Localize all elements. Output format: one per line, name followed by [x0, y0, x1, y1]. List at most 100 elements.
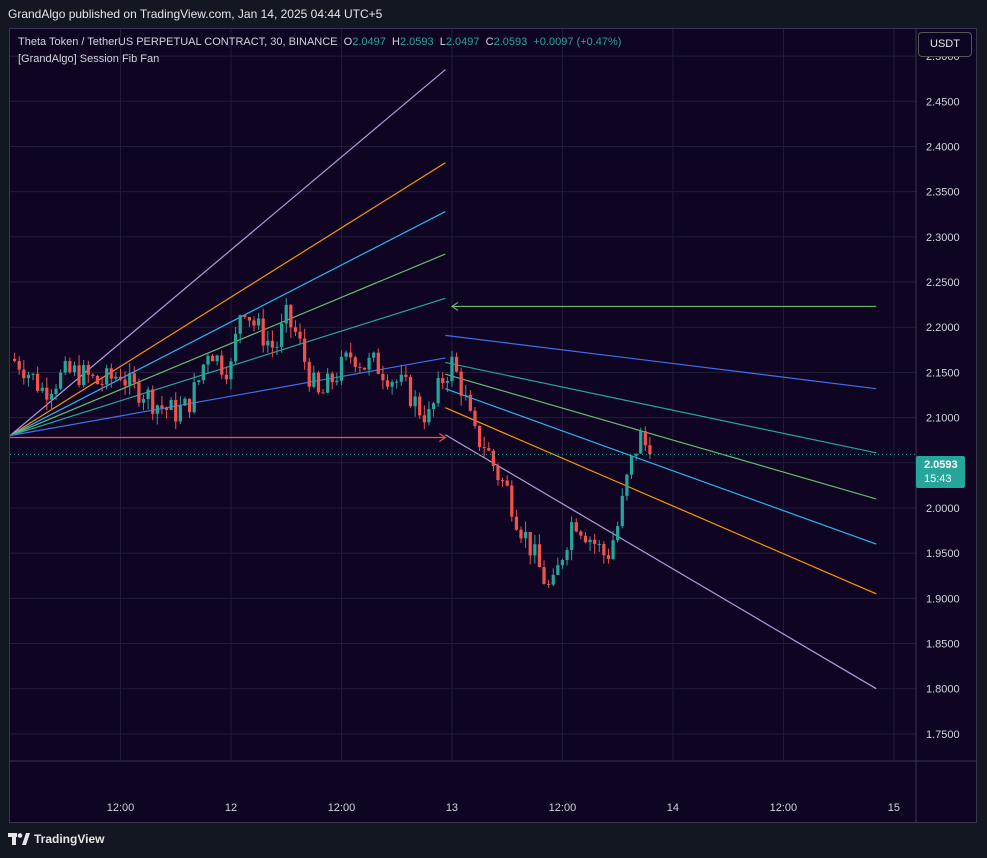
y-tick-label: 1.9000	[926, 593, 960, 605]
candle-body	[233, 333, 238, 362]
candle-body	[367, 357, 371, 370]
candle-body	[450, 356, 454, 382]
candle-body	[454, 356, 459, 372]
candle-body	[146, 389, 150, 400]
candle-body	[427, 408, 431, 423]
candle-body	[256, 318, 261, 326]
candle-body	[36, 373, 40, 391]
fib-fan-ray	[10, 253, 446, 437]
fib-fan-ray	[445, 334, 877, 390]
x-tick-label: 12:00	[328, 802, 356, 814]
candle-body	[183, 398, 187, 406]
currency-button[interactable]: USDT	[918, 32, 972, 57]
candle-body	[82, 365, 86, 385]
fib-fan-ray	[10, 297, 446, 437]
candle-body	[261, 318, 265, 346]
candle-body	[105, 368, 109, 385]
candle-body	[160, 405, 164, 408]
candle-body	[95, 375, 100, 385]
fib-fan-ray	[445, 407, 877, 595]
candle-body	[224, 374, 228, 380]
candle-body	[109, 368, 113, 379]
candle-body	[413, 396, 417, 407]
candle-body	[155, 405, 159, 414]
x-tick-label: 12:00	[770, 802, 798, 814]
candle-body	[625, 474, 629, 496]
candle-body	[151, 389, 155, 414]
candle-body	[197, 380, 201, 383]
candle-body	[533, 544, 537, 556]
candle-body	[634, 453, 638, 456]
candle-body	[128, 373, 132, 386]
candle-body	[473, 410, 477, 426]
candle-body	[500, 480, 505, 482]
level-arrow	[450, 301, 459, 311]
fib-fan-ray	[445, 434, 877, 690]
candle-body	[560, 560, 565, 566]
candle-body	[358, 366, 362, 368]
candle-body	[510, 485, 514, 517]
chart-pane[interactable]: 2.5000 2.4500 2.4000 2.3500 2.3000 2.2500 2.20…	[9, 28, 977, 823]
open-value: 2.0497	[352, 36, 386, 48]
candle-body	[514, 516, 519, 530]
last-price-value: 2.0593	[924, 459, 958, 471]
tradingview-logo[interactable]: TradingView	[8, 832, 104, 846]
candle-body	[123, 379, 127, 386]
candle-body	[307, 361, 311, 387]
candle-body	[537, 544, 542, 568]
candle-body	[137, 382, 141, 403]
candle-body	[192, 382, 196, 413]
candle-body	[390, 381, 394, 387]
candle-body	[583, 535, 588, 543]
candle-body	[436, 377, 440, 404]
last-price-tag: 2.0593 15:43	[916, 456, 965, 488]
candle-body	[593, 539, 597, 545]
candle-body	[206, 355, 210, 365]
candle-body	[616, 526, 620, 541]
candle-body	[100, 384, 104, 386]
candle-body	[418, 396, 422, 416]
y-tick-label: 2.3000	[926, 232, 960, 244]
candle-body	[275, 346, 279, 348]
candle-body	[17, 360, 21, 370]
candle-body	[63, 361, 67, 373]
fib-fan-ray	[10, 162, 446, 437]
candle-body	[215, 355, 219, 362]
candle-body	[648, 445, 652, 455]
y-tick-label: 2.1000	[926, 413, 960, 425]
candle-body	[629, 455, 634, 475]
candle-body	[270, 340, 275, 348]
candle-body	[289, 304, 293, 328]
candle-body	[579, 531, 583, 536]
candle-body	[141, 399, 146, 403]
x-tick-label: 12	[225, 802, 237, 814]
candle-body	[280, 323, 284, 347]
candle-body	[505, 480, 509, 486]
candle-body	[399, 374, 403, 382]
candle-body	[31, 373, 35, 375]
high-label: H	[392, 36, 400, 48]
close-label: C	[485, 36, 494, 48]
candle-body	[59, 372, 63, 389]
candle-body	[312, 372, 316, 387]
indicator-legend[interactable]: [GrandAlgo] Session Fib Fan	[18, 53, 160, 65]
candle-body	[77, 365, 81, 385]
candle-body	[459, 371, 463, 396]
candle-body	[316, 372, 321, 393]
candle-body	[362, 367, 367, 370]
candle-body	[164, 407, 169, 410]
candle-body	[542, 567, 546, 584]
candle-body	[12, 358, 17, 361]
candle-body	[220, 355, 224, 375]
candle-body	[551, 574, 555, 585]
candle-body	[201, 364, 205, 381]
chart-canvas[interactable]: 2.50002.45002.40002.35002.30002.25002.20…	[10, 29, 976, 822]
x-tick-label: 15	[888, 802, 900, 814]
candle-body	[72, 365, 77, 373]
candle-body	[611, 540, 615, 560]
candle-body	[445, 381, 449, 383]
y-tick-label: 1.7500	[926, 729, 960, 741]
candle-body	[349, 352, 353, 358]
close-value: 2.0593	[493, 36, 528, 48]
candle-body	[54, 388, 58, 394]
